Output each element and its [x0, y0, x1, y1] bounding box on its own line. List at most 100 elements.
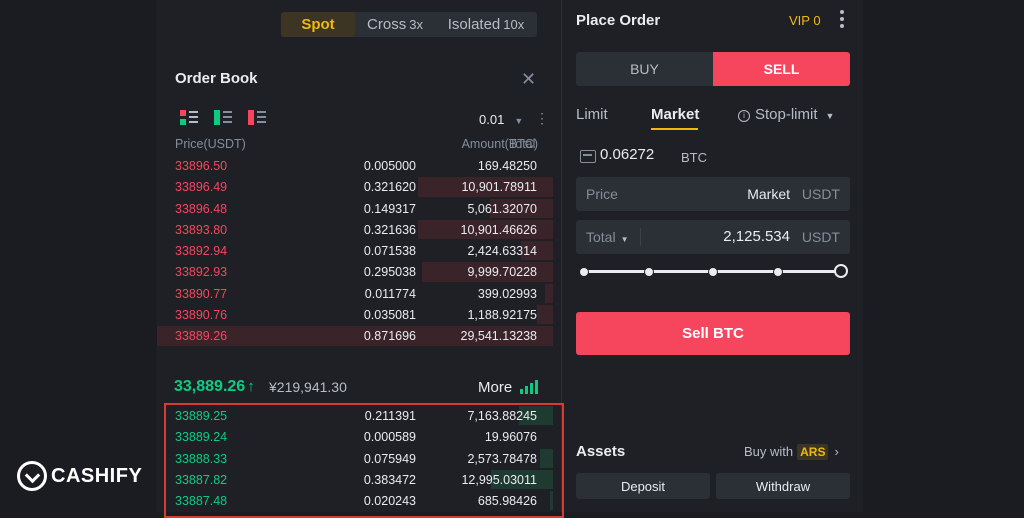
view-asks-icon[interactable]	[248, 110, 266, 126]
ask-price: 33892.94	[175, 244, 227, 258]
deposit-button[interactable]: Deposit	[576, 473, 710, 499]
bid-price: 33887.82	[175, 473, 227, 487]
bid-amount: 0.000589	[364, 430, 416, 444]
sell-tab[interactable]: SELL	[713, 52, 850, 86]
tab-isolated-multiplier: 10x	[503, 17, 524, 32]
buy-with-link[interactable]: Buy with ARS ›	[744, 444, 839, 460]
slider-mark-75[interactable]	[773, 267, 783, 277]
bid-total: 685.98426	[478, 494, 537, 508]
more-button[interactable]: More	[478, 379, 512, 396]
price-field[interactable]: Price Market USDT	[576, 177, 850, 211]
precision-value: 0.01	[479, 112, 504, 127]
right-gutter	[863, 0, 1024, 512]
ask-amount: 0.871696	[364, 329, 416, 343]
ask-row[interactable]: 33896.49 0.321620 10,901.78911	[157, 176, 561, 197]
balance-unit: BTC	[681, 150, 707, 165]
slider-handle[interactable]	[834, 264, 848, 278]
bid-price: 33888.33	[175, 452, 227, 466]
bid-depth-bar	[550, 491, 553, 510]
view-bids-icon[interactable]	[214, 110, 232, 126]
ask-depth-bar	[537, 305, 553, 324]
close-icon[interactable]: ✕	[521, 69, 536, 90]
ask-amount: 0.295038	[364, 265, 416, 279]
margin-mode-tabs: Spot Cross 3x Isolated 10x	[281, 12, 537, 37]
bid-row[interactable]: 33887.82 0.383472 12,995.03011	[157, 469, 561, 490]
order-type-market[interactable]: Market	[651, 106, 699, 123]
precision-select[interactable]: 0.01 ▼	[479, 112, 523, 127]
last-price: 33,889.26 ↑	[174, 378, 255, 396]
ask-price: 33889.26	[175, 329, 227, 343]
ask-price: 33890.77	[175, 287, 227, 301]
ask-amount: 0.321620	[364, 180, 416, 194]
ask-row[interactable]: 33892.94 0.071538 2,424.63314	[157, 240, 561, 261]
bar-chart-icon[interactable]	[520, 380, 538, 394]
field-separator	[640, 228, 641, 246]
buy-with-label: Buy with	[744, 444, 793, 459]
bid-row[interactable]: 33887.48 0.020243 685.98426	[157, 490, 561, 511]
tab-cross-label: Cross	[367, 16, 406, 33]
sell-btc-button[interactable]: Sell BTC	[576, 312, 850, 355]
ask-total: 9,999.70228	[467, 265, 537, 279]
ask-price: 33896.49	[175, 180, 227, 194]
tab-spot-label: Spot	[301, 16, 334, 33]
ask-total: 10,901.46626	[461, 223, 537, 237]
header-price: Price(USDT)	[175, 137, 246, 151]
buy-tab[interactable]: BUY	[576, 52, 713, 86]
slider-mark-25[interactable]	[644, 267, 654, 277]
ask-amount: 0.149317	[364, 202, 416, 216]
price-field-label: Price	[586, 186, 618, 202]
bid-amount: 0.211391	[365, 409, 416, 423]
bid-depth-bar	[540, 449, 553, 468]
ask-row[interactable]: 33893.80 0.321636 10,901.46626	[157, 219, 561, 240]
order-book-title: Order Book	[175, 70, 258, 87]
ask-price: 33893.80	[175, 223, 227, 237]
ask-row[interactable]: 33890.76 0.035081 1,188.92175	[157, 304, 561, 325]
assets-title: Assets	[576, 443, 625, 460]
total-field[interactable]: Total ▼ 2,125.534 USDT	[576, 220, 850, 254]
bid-row[interactable]: 33889.25 0.211391 7,163.88245	[157, 405, 561, 426]
tab-spot[interactable]: Spot	[281, 12, 355, 37]
ask-total: 5,061.32070	[467, 202, 537, 216]
cashify-logo-icon	[17, 461, 47, 491]
withdraw-button[interactable]: Withdraw	[716, 473, 850, 499]
order-type-stop-limit[interactable]: i Stop-limit ▼	[738, 106, 834, 123]
ask-price: 33896.48	[175, 202, 227, 216]
fiat-price: ¥219,941.30	[269, 379, 347, 395]
ask-price: 33896.50	[175, 159, 227, 173]
order-type-limit[interactable]: Limit	[576, 106, 608, 123]
available-balance: 0.06272	[600, 146, 654, 163]
tab-isolated[interactable]: Isolated 10x	[435, 12, 537, 37]
ask-total: 2,424.63314	[467, 244, 537, 258]
view-both-icon[interactable]	[180, 110, 198, 126]
bid-price: 33889.24	[175, 430, 227, 444]
tab-cross[interactable]: Cross 3x	[355, 12, 435, 37]
slider-mark-50[interactable]	[708, 267, 718, 277]
bid-price: 33887.48	[175, 494, 227, 508]
ask-row[interactable]: 33889.26 0.871696 29,541.13238	[157, 325, 561, 346]
bid-amount: 0.383472	[364, 473, 416, 487]
bid-total: 2,573.78478	[467, 452, 537, 466]
header-total: Total	[509, 137, 535, 151]
bid-row[interactable]: 33888.33 0.075949 2,573.78478	[157, 448, 561, 469]
bid-price: 33889.25	[175, 409, 227, 423]
ask-row[interactable]: 33890.77 0.011774 399.02993	[157, 283, 561, 304]
amount-slider[interactable]	[582, 264, 848, 280]
vip-badge[interactable]: VIP 0	[789, 13, 821, 28]
currency-badge: ARS	[797, 444, 828, 460]
ask-amount: 0.035081	[364, 308, 416, 322]
watermark-text: CASHIFY	[51, 465, 142, 488]
ask-row[interactable]: 33896.50 0.005000 169.48250	[157, 155, 561, 176]
ask-row[interactable]: 33892.93 0.295038 9,999.70228	[157, 261, 561, 282]
chevron-right-icon: ›	[834, 444, 838, 459]
order-book-more-icon[interactable]: ⋮	[535, 110, 549, 127]
kebab-menu-icon[interactable]	[839, 10, 845, 28]
active-tab-underline	[651, 128, 698, 130]
last-price-value: 33,889.26	[174, 378, 245, 395]
ask-amount: 0.071538	[364, 244, 416, 258]
total-field-label[interactable]: Total ▼	[586, 229, 629, 245]
slider-mark-0[interactable]	[579, 267, 589, 277]
ask-row[interactable]: 33896.48 0.149317 5,061.32070	[157, 198, 561, 219]
bid-row[interactable]: 33889.24 0.000589 19.96076	[157, 426, 561, 447]
info-icon: i	[738, 110, 750, 122]
ask-total: 10,901.78911	[461, 180, 537, 194]
